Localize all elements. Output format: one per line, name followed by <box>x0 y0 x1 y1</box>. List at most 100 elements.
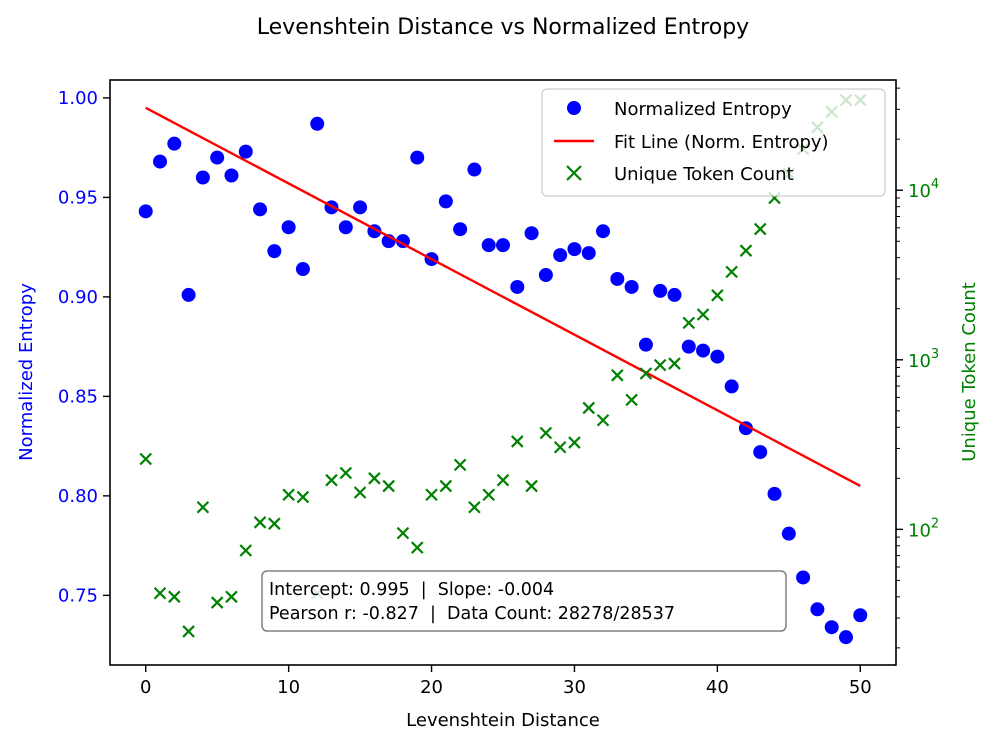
token-count-point <box>496 473 510 487</box>
entropy-point <box>481 238 496 253</box>
entropy-point <box>510 279 525 294</box>
y2-tick-exponent: 2 <box>931 516 939 531</box>
token-count-point <box>611 369 624 382</box>
entropy-point <box>596 224 611 239</box>
entropy-point <box>310 116 325 131</box>
token-count-point <box>739 244 753 257</box>
token-count-point <box>668 357 681 370</box>
entropy-point <box>567 242 582 257</box>
entropy-point <box>681 339 696 354</box>
token-count-point <box>753 222 767 236</box>
entropy-point <box>267 244 282 259</box>
token-count-point <box>282 488 295 502</box>
entropy-point <box>467 162 482 177</box>
legend-label-entropy: Normalized Entropy <box>614 99 792 120</box>
x-axis: 0 10 20 30 40 50 <box>140 665 872 698</box>
y2-tick-base: 10 <box>908 351 931 372</box>
token-count-point <box>210 596 224 609</box>
token-count-point <box>425 488 438 502</box>
token-count-point <box>353 486 367 499</box>
y-tick-label: 1.00 <box>58 88 98 109</box>
annotation-line-1: Intercept: 0.995 | Slope: -0.004 <box>269 580 554 600</box>
annotation-frame <box>261 570 787 632</box>
legend-frame <box>541 88 886 197</box>
entropy-point <box>496 238 510 253</box>
entropy-point <box>181 287 196 302</box>
x-tick-label: 50 <box>849 677 872 698</box>
entropy-point <box>853 608 868 623</box>
token-count-point <box>596 413 610 427</box>
x-tick-label: 30 <box>563 677 586 698</box>
legend: Normalized Entropy Fit Line (Norm. Entro… <box>541 88 886 197</box>
entropy-point <box>667 287 682 302</box>
annotation-box: Intercept: 0.995 | Slope: -0.004 Pearson… <box>261 570 787 632</box>
y2-tick-base: 10 <box>908 520 931 541</box>
token-count-point <box>468 500 481 514</box>
token-count-point <box>653 358 667 372</box>
token-count-point <box>439 479 453 493</box>
token-count-point <box>339 466 353 480</box>
entropy-point <box>781 526 796 541</box>
token-count-point <box>568 436 581 449</box>
entropy-point <box>796 570 811 585</box>
y-tick-label: 0.95 <box>58 187 98 208</box>
entropy-point <box>838 630 853 645</box>
token-count-point <box>139 452 153 466</box>
entropy-point <box>696 343 711 358</box>
token-count-point <box>153 586 167 600</box>
token-count-point <box>582 401 596 415</box>
entropy-point <box>210 150 225 165</box>
y-tick-label: 0.75 <box>58 585 98 606</box>
entropy-point <box>767 486 782 501</box>
y-axis-label: Normalized Entropy <box>16 283 37 461</box>
token-count-point <box>525 479 538 493</box>
token-count-point <box>639 367 653 380</box>
entropy-point <box>810 602 825 617</box>
token-count-point <box>410 541 424 554</box>
legend-marker-entropy <box>567 101 581 115</box>
y2-tick-base: 10 <box>908 181 931 202</box>
entropy-point <box>353 200 368 215</box>
fit-line <box>145 106 861 487</box>
entropy-point <box>581 246 596 261</box>
y2-tick-label: 102 <box>908 516 939 541</box>
token-count-point <box>682 316 696 330</box>
token-count-point <box>253 516 267 529</box>
entropy-point <box>538 268 553 282</box>
entropy-point <box>410 150 425 165</box>
token-count-point <box>453 458 467 472</box>
y-tick-label: 0.85 <box>58 386 98 407</box>
y-tick-label: 0.90 <box>58 287 98 308</box>
entropy-point <box>438 194 453 209</box>
token-count-point <box>696 308 710 321</box>
entropy-point <box>281 220 296 235</box>
entropy-point <box>724 379 739 394</box>
legend-label-tokens: Unique Token Count <box>614 164 794 185</box>
entropy-point <box>710 349 725 364</box>
entropy-point <box>195 170 210 185</box>
entropy-point <box>453 222 468 237</box>
y2-tick-exponent: 3 <box>931 347 939 362</box>
y-tick-label: 0.80 <box>58 486 98 507</box>
y2-tick-exponent: 4 <box>931 177 939 192</box>
entropy-point <box>553 248 568 263</box>
legend-marker-tokens <box>566 165 582 181</box>
token-count-point <box>382 479 395 493</box>
x-axis-label: Levenshtein Distance <box>406 710 600 731</box>
entropy-point <box>524 226 539 241</box>
token-count-point <box>711 289 724 302</box>
entropy-point <box>624 279 639 294</box>
x-tick-label: 40 <box>706 677 729 698</box>
entropy-point <box>338 220 353 235</box>
token-count-point <box>511 435 524 448</box>
token-count-point <box>225 590 238 604</box>
token-count-point <box>625 393 638 407</box>
entropy-point <box>653 283 668 298</box>
token-count-point <box>396 526 410 540</box>
token-count-point <box>725 265 738 279</box>
x-tick-label: 20 <box>420 677 443 698</box>
token-count-point <box>182 625 195 638</box>
entropy-point <box>138 204 153 219</box>
x-tick-label: 10 <box>277 677 300 698</box>
chart-title: Levenshtein Distance vs Normalized Entro… <box>257 15 749 40</box>
